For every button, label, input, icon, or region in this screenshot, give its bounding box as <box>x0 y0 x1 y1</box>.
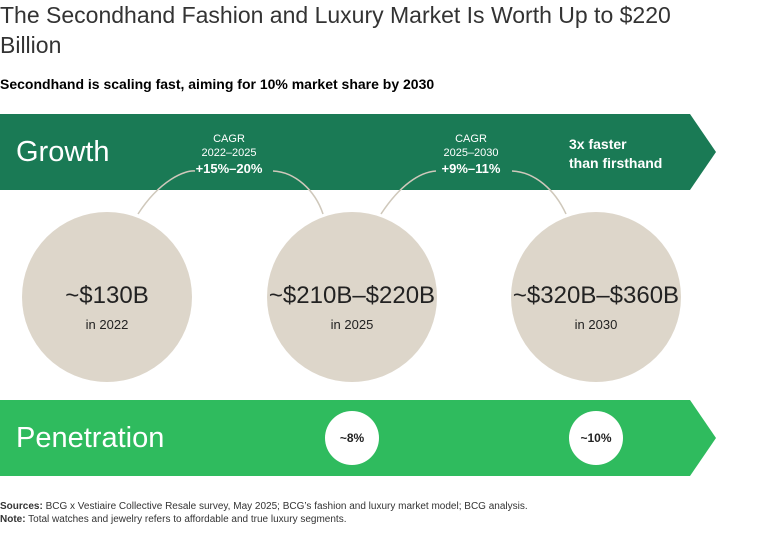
cagr-2025-2030: CAGR 2025–2030 +9%–11% <box>411 132 531 177</box>
callout-line-1: 3x faster <box>569 136 627 152</box>
market-amount: ~$320B–$360B <box>512 282 680 309</box>
callout-line-2: than firsthand <box>569 155 663 171</box>
cagr-label: CAGR <box>455 133 487 145</box>
sources-line: Sources: BCG x Vestiaire Collective Resa… <box>0 500 528 513</box>
connector-arc <box>380 170 437 215</box>
market-amount: ~$130B <box>65 282 149 309</box>
market-circle-2022: ~$130B in 2022 <box>22 212 192 382</box>
cagr-period: 2022–2025 <box>201 147 257 159</box>
note-label: Note: <box>0 514 26 525</box>
cagr-2022-2025: CAGR 2022–2025 +15%–20% <box>169 132 289 177</box>
penetration-2025: ~8% <box>325 411 379 465</box>
market-year: in 2025 <box>330 317 374 332</box>
growth-callout: 3x faster than firsthand <box>569 135 662 173</box>
note-line: Note: Total watches and jewelry refers t… <box>0 513 528 526</box>
connector-arc <box>137 170 196 215</box>
cagr-period: 2025–2030 <box>443 147 499 159</box>
chart-title: The Secondhand Fashion and Luxury Market… <box>0 2 671 58</box>
cagr-value: +15%–20% <box>195 161 263 176</box>
market-year: in 2030 <box>574 317 618 332</box>
growth-arrow-shape <box>0 114 716 190</box>
market-circle-2025: ~$210B–$220B in 2025 <box>267 212 437 382</box>
penetration-label: Penetration <box>16 422 165 454</box>
connector-arc <box>511 170 567 215</box>
sources-label: Sources: <box>0 501 43 512</box>
market-circle-2030: ~$320B–$360B in 2030 <box>511 212 681 382</box>
market-amount: ~$210B–$220B <box>268 282 436 309</box>
cagr-label: CAGR <box>213 133 245 145</box>
sources-text: BCG x Vestiaire Collective Resale survey… <box>42 501 528 512</box>
footer-notes: Sources: BCG x Vestiaire Collective Resa… <box>0 500 528 526</box>
chart-subtitle: Secondhand is scaling fast, aiming for 1… <box>0 76 435 92</box>
growth-label: Growth <box>16 136 110 168</box>
note-text: Total watches and jewelry refers to affo… <box>25 514 347 525</box>
connector-arc <box>272 170 324 215</box>
penetration-2030: ~10% <box>569 411 623 465</box>
market-year: in 2022 <box>85 317 129 332</box>
cagr-value: +9%–11% <box>441 161 501 176</box>
